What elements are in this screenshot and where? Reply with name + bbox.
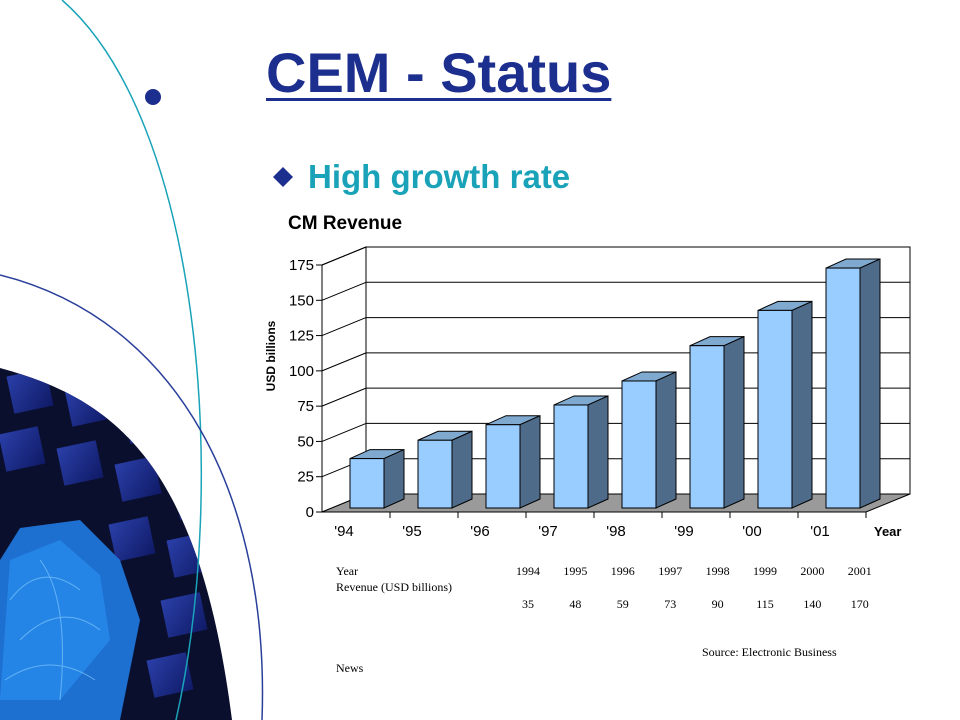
table-year-cell: 1999 [753,564,777,578]
bar-side [655,371,677,509]
bar [825,267,861,509]
table-year-cell: 2000 [800,564,825,578]
bar [689,345,725,509]
source-line-1: Source: Electronic Business [702,645,837,659]
table-revenue-cell: 59 [616,597,629,611]
table-year-cell: 1995 [563,564,588,578]
bar-side [451,430,473,509]
y-tick-label: 75 [297,398,314,415]
bar-side [791,300,813,509]
x-tick-label: '01 [810,523,830,540]
table-year-label: Year [336,564,359,578]
table-year-cell: 1998 [705,564,730,578]
x-tick-label: '98 [606,523,626,540]
bar [757,309,793,509]
table-revenue-cell: 170 [850,597,869,611]
y-tick-label: 25 [297,469,314,486]
table-revenue-cell: 73 [664,597,677,611]
gridline-diagonal [321,352,367,372]
bar-side [859,258,881,509]
y-tick-label: 125 [289,328,314,345]
bar [349,458,385,509]
x-tick-label: '00 [742,523,762,540]
x-tick-label: '97 [538,523,558,540]
bar [417,439,453,509]
y-tick-label: 0 [306,504,314,521]
bar [553,404,589,509]
source-line-2: News [336,661,364,675]
table-revenue-cell: 140 [803,597,822,611]
table-year-cell: 2001 [847,564,872,578]
decorative-dot [145,89,161,105]
y-tick-label: 100 [289,363,314,380]
table-revenue-label: Revenue (USD billions) [336,580,452,594]
x-tick-label: '94 [334,523,354,540]
table-year-cell: 1994 [516,564,540,578]
table-revenue-cell: 48 [569,597,582,611]
bar-side [587,395,609,509]
x-tick-label: '95 [402,523,422,540]
bullet-item: High growth rate [272,158,570,196]
bar-side [519,414,541,509]
table-year-cell: 1997 [658,564,683,578]
slide-title: CEM - Status [266,41,612,104]
gridline-diagonal [321,317,367,337]
x-tick-label: '96 [470,523,490,540]
bar-side [723,335,745,509]
gridline-diagonal [321,387,367,407]
bullet-text: High growth rate [308,158,571,195]
table-revenue-cell: 90 [711,597,724,611]
diamond-bullet-icon [273,167,293,187]
gridline-diagonal [321,422,367,442]
table-revenue-cell: 115 [756,597,774,611]
gridline-diagonal [321,281,367,301]
table-year-cell: 1996 [610,564,635,578]
gridline-diagonal [321,246,367,266]
y-axis-label: USD billions [264,320,278,391]
bar [621,380,657,509]
y-tick-label: 50 [297,433,314,450]
y-tick-label: 150 [289,292,314,309]
x-axis-label: Year [874,524,901,539]
chart-title: CM Revenue [288,213,403,234]
chart-floor [321,493,911,513]
x-tick-label: '99 [674,523,694,540]
y-tick-label: 175 [289,257,314,274]
bar-side [383,448,405,509]
table-revenue-cell: 35 [522,597,534,611]
bar [485,424,521,509]
